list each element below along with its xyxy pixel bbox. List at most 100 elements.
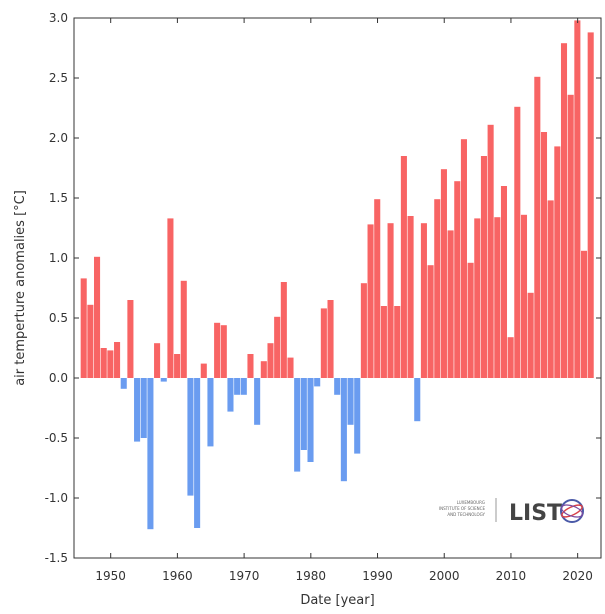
y-tick-label: 2.0 <box>49 131 68 145</box>
bar-2019 <box>567 94 574 379</box>
bar-1969 <box>234 378 241 395</box>
bar-1997 <box>420 223 427 378</box>
bar-1999 <box>434 199 441 378</box>
bar-1955 <box>140 378 147 438</box>
x-axis: 1950 1960 1970 1980 1990 2000 2010 2020 <box>95 18 593 583</box>
bar-1956 <box>147 378 154 530</box>
x-tick-label: 1950 <box>95 569 126 583</box>
bar-1983 <box>327 300 334 378</box>
bar-1965 <box>207 378 214 447</box>
bar-1991 <box>380 306 387 378</box>
bar-1968 <box>227 378 234 412</box>
plot-frame <box>73 17 602 559</box>
y-tick-label: 2.5 <box>49 71 68 85</box>
bar-2015 <box>540 132 548 378</box>
bar-2000 <box>440 169 447 378</box>
bar-1952 <box>120 378 127 389</box>
bar-1985 <box>340 378 347 482</box>
bar-2011 <box>514 106 521 379</box>
list-logo: LUXEMBOURG INSTITUTE OF SCIENCE AND TECH… <box>439 498 584 526</box>
bar-1978 <box>294 378 301 472</box>
bar-1990 <box>374 199 381 378</box>
bar-2012 <box>520 214 528 378</box>
x-axis-title: Date [year] <box>300 593 374 608</box>
logo-text-line-1: LUXEMBOURG <box>457 500 485 505</box>
bar-1972 <box>254 378 261 425</box>
x-tick-label: 1970 <box>229 569 260 583</box>
bar-1989 <box>367 224 374 378</box>
bar-1975 <box>274 316 281 378</box>
y-tick-label: -1.0 <box>45 491 68 505</box>
bar-1958 <box>160 378 167 382</box>
bar-2003 <box>460 139 467 378</box>
bar-2006 <box>480 156 487 378</box>
bar-1995 <box>407 216 414 378</box>
bar-2002 <box>454 181 461 378</box>
bar-2008 <box>494 217 501 378</box>
bar-2021 <box>580 250 588 378</box>
bar-2020 <box>574 20 581 379</box>
bar-2005 <box>474 218 481 378</box>
logo-text-line-3: AND TECHNOLOGY <box>447 512 485 517</box>
bar-1977 <box>287 357 294 378</box>
bar-1970 <box>240 378 247 395</box>
bar-1963 <box>194 378 201 528</box>
bar-1976 <box>280 282 287 378</box>
y-tick-label: 1.5 <box>49 191 68 205</box>
bar-1954 <box>134 378 141 442</box>
bar-1964 <box>200 363 207 378</box>
bar-1948 <box>94 256 101 378</box>
bar-2007 <box>487 124 494 378</box>
bar-2010 <box>507 337 514 378</box>
bar-1953 <box>127 300 134 378</box>
globe-icon <box>560 499 584 523</box>
bar-1993 <box>394 306 401 378</box>
bar-1986 <box>347 378 354 425</box>
bar-2022 <box>587 32 594 379</box>
logo-brand-text: LIST <box>509 501 562 526</box>
bar-2016 <box>547 200 554 378</box>
x-tick-label: 2020 <box>562 569 593 583</box>
bar-1946 <box>80 278 87 378</box>
y-tick-label: 3.0 <box>49 11 68 25</box>
bar-2014 <box>534 76 541 379</box>
bar-1979 <box>300 378 307 450</box>
y-tick-label: 0.5 <box>49 311 68 325</box>
bar-1961 <box>180 280 187 378</box>
bar-2017 <box>554 146 561 378</box>
x-tick-label: 2010 <box>496 569 527 583</box>
bar-1966 <box>214 322 221 378</box>
y-axis-title: air temperture anomalies [°C] <box>13 190 28 386</box>
x-tick-label: 1960 <box>162 569 193 583</box>
y-tick-label: -0.5 <box>45 431 68 445</box>
bar-2013 <box>527 292 534 378</box>
x-tick-label: 1980 <box>296 569 327 583</box>
bar-1957 <box>154 343 161 378</box>
bar-1981 <box>314 378 321 387</box>
logo-text-line-2: INSTITUTE OF SCIENCE <box>439 506 485 511</box>
bar-1982 <box>320 308 327 378</box>
bar-1962 <box>187 378 194 496</box>
bar-1994 <box>400 156 407 378</box>
bar-1987 <box>354 378 361 454</box>
bar-1971 <box>247 354 254 378</box>
bar-2001 <box>447 230 454 378</box>
bar-2018 <box>560 43 568 378</box>
x-tick-label: 1990 <box>362 569 393 583</box>
bar-1967 <box>220 325 227 378</box>
bar-1998 <box>427 265 434 378</box>
bar-1984 <box>334 378 341 395</box>
bar-1949 <box>100 348 107 378</box>
y-tick-label: -1.5 <box>45 551 68 565</box>
bar-1980 <box>307 378 314 462</box>
y-tick-label: 1.0 <box>49 251 68 265</box>
bar-1959 <box>167 218 174 378</box>
y-tick-label: 0.0 <box>49 371 68 385</box>
bar-1988 <box>360 283 367 378</box>
bar-1974 <box>267 343 274 378</box>
y-axis: 3.0 2.5 2.0 1.5 1.0 0.5 0.0 -0.5 -1.0 -1.5 <box>45 11 601 565</box>
bar-1960 <box>174 354 181 378</box>
bar-1947 <box>87 304 94 378</box>
bar-2004 <box>467 262 474 378</box>
